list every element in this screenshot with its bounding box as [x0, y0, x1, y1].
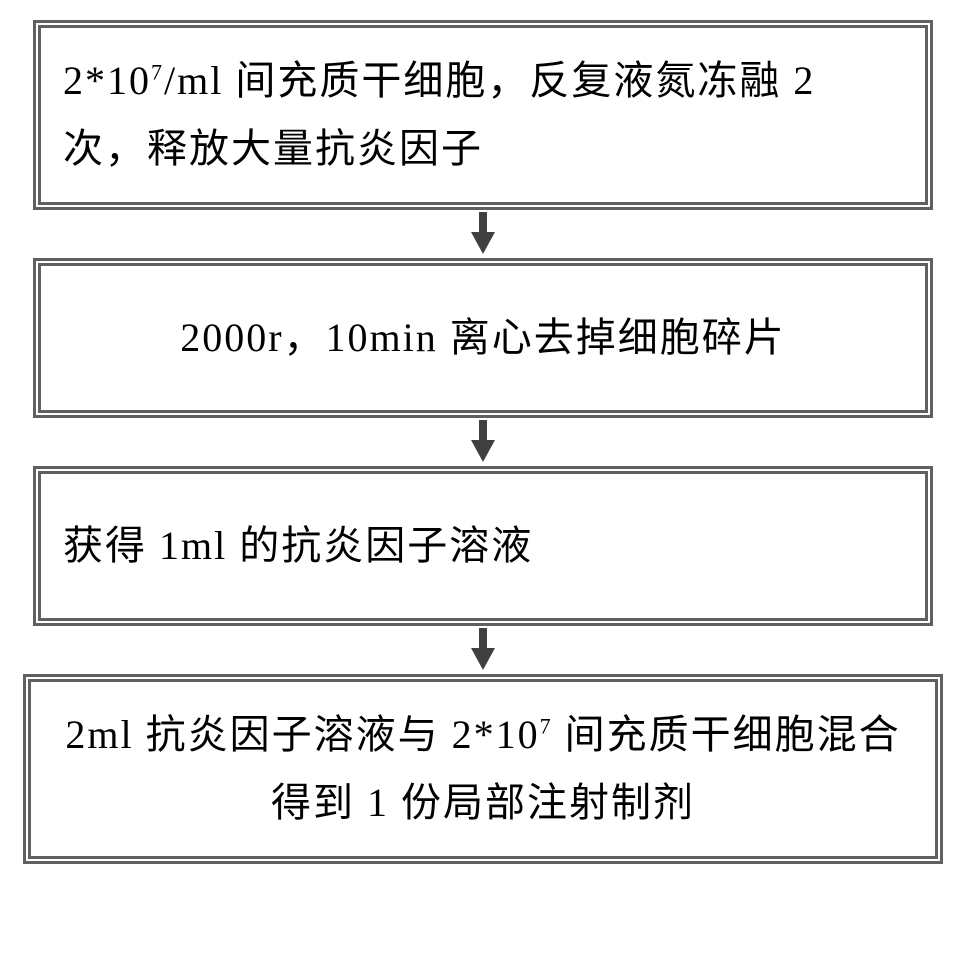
down-arrow-icon — [471, 628, 495, 672]
arrow-2 — [471, 418, 495, 466]
flowchart-step-4: 2ml 抗炎因子溶液与 2*107 间充质干细胞混合得到 1 份局部注射制剂 — [23, 674, 943, 864]
arrow-3 — [471, 626, 495, 674]
step-4-text: 2ml 抗炎因子溶液与 2*107 间充质干细胞混合得到 1 份局部注射制剂 — [53, 701, 913, 837]
flowchart-step-2: 2000r，10min 离心去掉细胞碎片 — [33, 258, 933, 418]
step-3-text: 获得 1ml 的抗炎因子溶液 — [63, 512, 533, 580]
down-arrow-icon — [471, 420, 495, 464]
flowchart-step-3: 获得 1ml 的抗炎因子溶液 — [33, 466, 933, 626]
flowchart-container: 2*107/ml 间充质干细胞，反复液氮冻融 2 次，释放大量抗炎因子 2000… — [0, 0, 966, 973]
arrow-1 — [471, 210, 495, 258]
step-2-text: 2000r，10min 离心去掉细胞碎片 — [180, 304, 786, 372]
down-arrow-icon — [471, 212, 495, 256]
flowchart-step-1: 2*107/ml 间充质干细胞，反复液氮冻融 2 次，释放大量抗炎因子 — [33, 20, 933, 210]
step-1-text: 2*107/ml 间充质干细胞，反复液氮冻融 2 次，释放大量抗炎因子 — [63, 47, 903, 183]
